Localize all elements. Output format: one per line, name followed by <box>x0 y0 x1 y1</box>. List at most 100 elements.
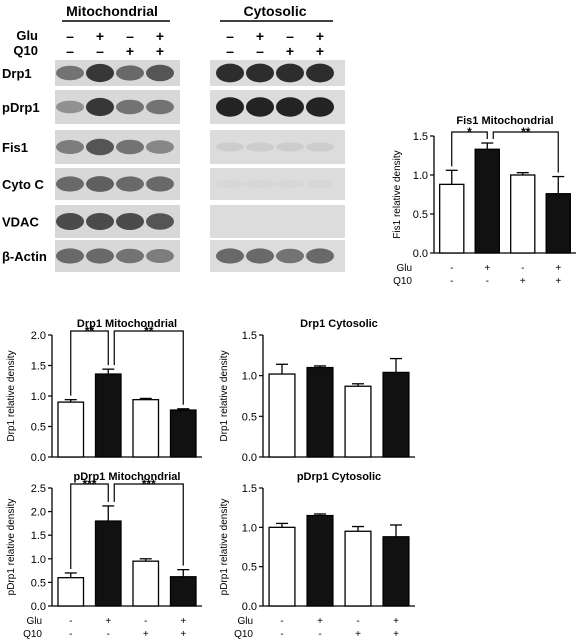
q10-condition-sign: - <box>107 629 110 640</box>
row-label-glu: Glu <box>16 28 38 43</box>
protein-band <box>116 139 144 155</box>
q10-sign: + <box>126 43 134 59</box>
protein-band <box>146 64 174 82</box>
q10-condition-sign: - <box>486 276 489 287</box>
y-tick-label: 0.5 <box>31 422 46 434</box>
protein-band <box>216 97 244 117</box>
glu-condition-sign: - <box>144 616 147 627</box>
y-tick-label: 1.5 <box>31 530 46 542</box>
significance-bracket <box>70 330 109 396</box>
y-tick-label: 0.5 <box>31 577 46 589</box>
y-tick-label: 0.5 <box>242 411 257 423</box>
glu-condition-sign: + <box>180 616 186 627</box>
y-tick-label: 1.0 <box>413 170 428 182</box>
bar <box>169 409 197 458</box>
significance-bracket <box>113 330 184 405</box>
glu-condition-sign: - <box>521 263 524 274</box>
protein-band <box>216 142 244 152</box>
bar <box>474 148 500 254</box>
protein-band <box>56 140 84 154</box>
band-label: Fis1 <box>2 140 28 155</box>
bar <box>57 401 85 458</box>
protein-band <box>116 213 144 230</box>
significance-bracket <box>451 131 488 167</box>
protein-band <box>246 63 274 83</box>
protein-band <box>86 213 114 230</box>
protein-band <box>56 213 84 230</box>
glu-sign: + <box>96 28 104 44</box>
q10-sign: + <box>286 43 294 59</box>
glu-sign: + <box>256 28 264 44</box>
q10-condition-sign: + <box>555 276 561 287</box>
glu-condition-sign: - <box>356 616 359 627</box>
glu-condition-sign: - <box>280 616 283 627</box>
y-tick-label: 2.0 <box>31 330 46 342</box>
y-tick-label: 0.5 <box>413 209 428 221</box>
fis1-mitochondrial-chart: Fis1 Mitochondrial Fis1 relative density 0… <box>392 115 576 287</box>
y-tick-label: 1.0 <box>242 522 257 534</box>
q10-sign: – <box>226 43 234 59</box>
significance-label: ** <box>85 324 95 338</box>
y-tick-label: 2.0 <box>31 507 46 519</box>
header-mitochondrial: Mitochondrial <box>66 3 158 19</box>
glu-sign: + <box>156 28 164 44</box>
glu-condition-sign: - <box>69 616 72 627</box>
bar <box>344 530 372 607</box>
protein-band <box>146 213 174 230</box>
condition-label-q10: Q10 <box>393 276 412 287</box>
protein-band <box>146 99 174 115</box>
bar <box>268 373 296 458</box>
y-tick-label: 1.0 <box>242 371 257 383</box>
glu-sign: + <box>316 28 324 44</box>
y-tick-label: 0.5 <box>242 562 257 574</box>
bar <box>132 399 160 458</box>
glu-sign: – <box>66 28 74 44</box>
y-tick-label: 1.0 <box>31 391 46 403</box>
bar <box>510 174 536 254</box>
q10-condition-sign: - <box>450 276 453 287</box>
q10-sign: + <box>156 43 164 59</box>
protein-band <box>86 97 114 117</box>
protein-band <box>306 63 334 83</box>
membrane-strip-cytosolic <box>210 205 345 238</box>
y-axis-label: Drp1 relative density <box>6 350 17 441</box>
protein-band <box>216 63 244 83</box>
condition-label-glu: Glu <box>396 263 412 274</box>
y-axis-label: pDrp1 relative density <box>219 499 230 596</box>
bar <box>57 577 85 607</box>
protein-band <box>246 248 274 264</box>
header-cytosolic: Cytosolic <box>243 3 306 19</box>
q10-sign: – <box>96 43 104 59</box>
protein-band <box>116 65 144 81</box>
protein-band <box>246 179 274 189</box>
protein-band <box>116 99 144 115</box>
drp1-cytosolic-chart: Drp1 Cytosolic Drp1 relative density 0.0 0.… <box>219 318 415 463</box>
q10-condition-sign: + <box>520 276 526 287</box>
y-axis-label: Fis1 relative density <box>392 150 403 238</box>
protein-band <box>306 142 334 152</box>
pdrp1-mitochondrial-chart: pDrp1 Mitochondrial pDrp1 relative densit… <box>6 471 202 640</box>
bar <box>268 526 296 607</box>
protein-band <box>146 249 174 263</box>
y-tick-label: 1.0 <box>31 554 46 566</box>
bar <box>382 371 410 458</box>
bar <box>344 385 372 458</box>
condition-label-glu: Glu <box>237 616 253 627</box>
y-tick-label: 0.0 <box>242 601 257 613</box>
bar <box>439 183 465 254</box>
protein-band <box>276 142 304 152</box>
protein-band <box>306 248 334 264</box>
protein-band <box>56 100 84 114</box>
chart-title: Fis1 Mitochondrial <box>456 115 553 127</box>
y-tick-label: 0.0 <box>31 452 46 463</box>
significance-label: *** <box>142 477 156 491</box>
glu-sign: – <box>226 28 234 44</box>
glu-condition-sign: + <box>317 616 323 627</box>
glu-condition-sign: + <box>555 263 561 274</box>
condition-label-glu: Glu <box>26 616 42 627</box>
q10-sign: – <box>256 43 264 59</box>
protein-band <box>306 97 334 117</box>
protein-band <box>86 248 114 264</box>
glu-sign: – <box>286 28 294 44</box>
band-label: pDrp1 <box>2 100 40 115</box>
